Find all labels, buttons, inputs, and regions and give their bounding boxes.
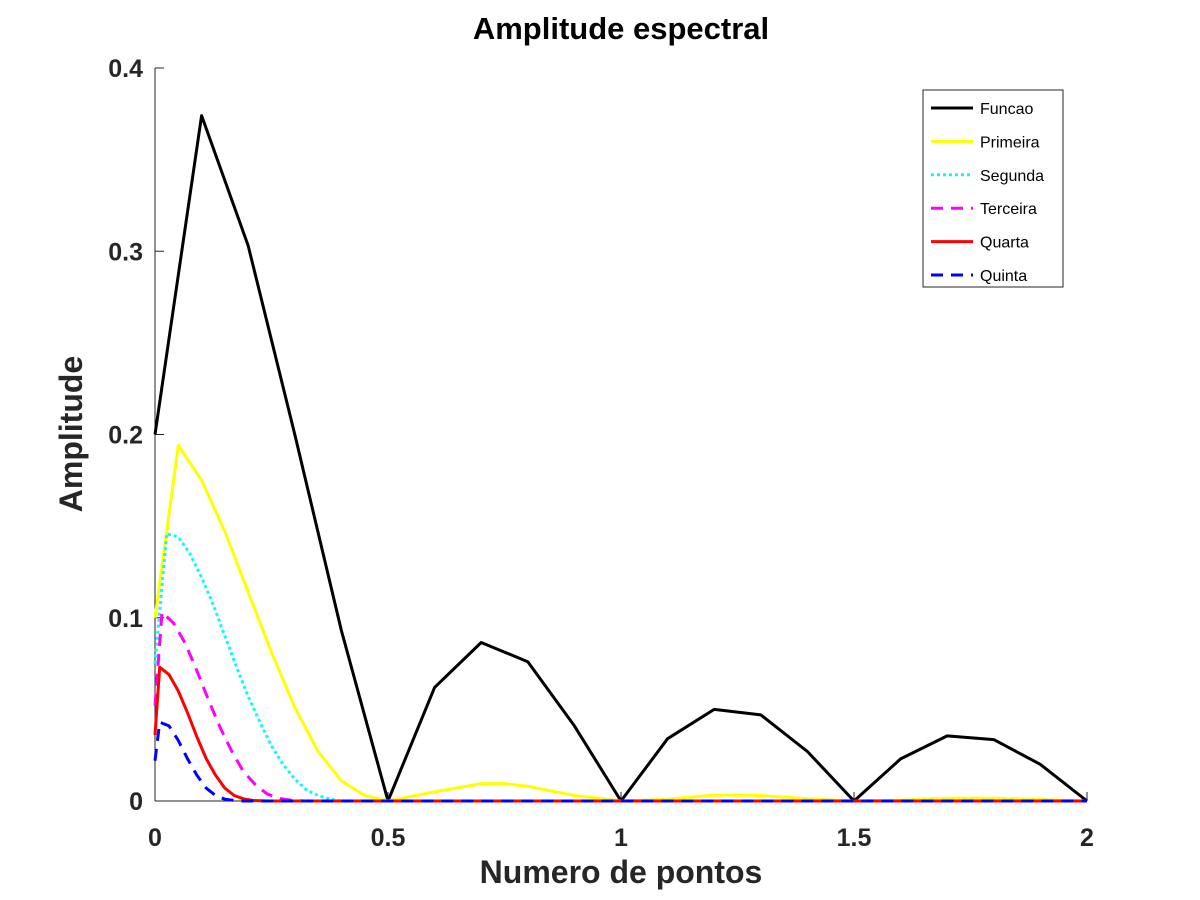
y-axis-label: Amplitude: [53, 356, 89, 512]
y-tick-label: 0.2: [108, 422, 143, 450]
legend-label: Quarta: [980, 235, 1029, 252]
y-tick-label: 0.3: [108, 238, 143, 266]
legend-label: Funcao: [980, 101, 1033, 118]
legend-label: Primeira: [980, 134, 1040, 151]
plot-area: 0 0.5 1 1.5 2 0 0.1 0.2 0.3 0.4: [108, 55, 1094, 852]
legend-label: Quinta: [980, 268, 1027, 285]
legend-box: [922, 89, 1064, 288]
y-tick-label: 0.4: [108, 55, 143, 83]
x-axis-label: Numero de pontos: [480, 854, 763, 890]
chart-title: Amplitude espectral: [473, 11, 769, 46]
legend-label: Terceira: [980, 201, 1037, 218]
y-tick-label: 0: [129, 788, 143, 816]
y-tick-label: 0.1: [108, 605, 143, 633]
x-tick-label: 2: [1080, 824, 1094, 852]
x-tick-label: 1: [614, 824, 628, 852]
legend-label: Segunda: [980, 168, 1044, 185]
series-line-primeira: [153, 444, 1088, 803]
legend: Funcao Primeira Segunda Terceira Quarta Quint…: [922, 89, 1064, 288]
series-line-segunda: [153, 532, 1087, 803]
x-tick-label: 1.5: [837, 824, 872, 852]
series-line-quarta: [153, 665, 1087, 803]
x-tick-label: 0.5: [371, 824, 406, 852]
series-line-quinta: [153, 720, 1087, 803]
x-tick-label: 0: [148, 824, 162, 852]
